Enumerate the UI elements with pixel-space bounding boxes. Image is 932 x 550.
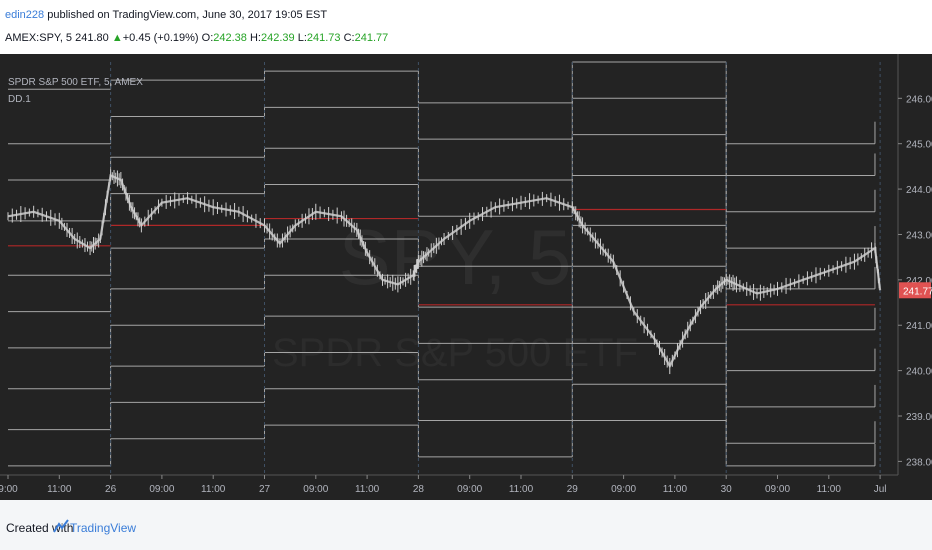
last-price-tag [899, 282, 931, 299]
watermark-name: SPDR S&P 500 ETF [272, 331, 638, 375]
x-tick-label: 11:00 [47, 484, 72, 495]
x-tick-label: 09:00 [611, 484, 636, 495]
published-info: published on TradingView.com, June 30, 2… [47, 9, 328, 21]
chart-header: edin228 published on TradingView.com, Ju… [0, 0, 932, 54]
y-tick-label: 244.00 [906, 185, 932, 196]
chart-background [0, 54, 932, 500]
tradingview-logo-icon[interactable] [53, 518, 69, 534]
x-tick-label: 27 [259, 484, 271, 495]
high-value: 242.39 [260, 32, 295, 44]
created-with-text: Created with [6, 521, 74, 535]
y-tick-label: 246.00 [906, 94, 932, 105]
x-tick-label: 09:00 [765, 484, 790, 495]
x-tick-label: 11:00 [201, 484, 226, 495]
y-tick-label: 238.00 [906, 457, 932, 468]
y-tick-label: 245.00 [906, 140, 932, 151]
x-tick-label: 26 [105, 484, 117, 495]
low-value: 241.73 [306, 32, 341, 44]
y-tick-label: 241.00 [906, 321, 932, 332]
chart-area[interactable]: SPY, 5 SPDR S&P 500 ETF 246.00 245.00 244.00… [0, 54, 932, 500]
x-tick-label: 11:00 [663, 484, 688, 495]
x-tick-label: 09:00 [303, 484, 328, 495]
x-tick-label: Jul [874, 484, 887, 495]
y-tick-label: 243.00 [906, 230, 932, 241]
open-label: O: [201, 32, 214, 44]
x-tick-label: 28 [413, 484, 425, 495]
author-link[interactable]: edin228 [5, 9, 45, 21]
x-tick-label: 09:00 [149, 484, 174, 495]
price-chart[interactable]: SPY, 5 SPDR S&P 500 ETF 246.00 245.00 244.00… [0, 54, 932, 500]
x-tick-label: 29 [567, 484, 579, 495]
publish-line: edin228 published on TradingView.com, Ju… [5, 9, 327, 21]
close-value: 241.77 [354, 32, 389, 44]
chart-legend: SPDR S&P 500 ETF, 5, AMEX DD.1 [8, 74, 143, 108]
footer: Created with TradingView [0, 500, 932, 550]
ohlc-line: AMEX:SPY, 5 241.80 ▲+0.45 (+0.19%) O:242… [5, 32, 388, 44]
last-value: 241.80 [75, 32, 109, 44]
high-label: H: [249, 32, 261, 44]
close-label: C: [343, 32, 355, 44]
open-value: 242.38 [213, 32, 247, 44]
x-tick-label: 11:00 [817, 484, 842, 495]
x-tick-label: 11:00 [509, 484, 534, 495]
x-tick-label: 30 [721, 484, 733, 495]
symbol-label: AMEX:SPY, 5 [5, 32, 73, 44]
y-tick-label: 240.00 [906, 367, 932, 378]
x-tick-label: 11:00 [355, 484, 380, 495]
series-title[interactable]: SPDR S&P 500 ETF, 5, AMEX [8, 77, 143, 88]
tradingview-link[interactable]: TradingView [70, 521, 137, 535]
watermark-symbol: SPY, 5 [339, 213, 572, 301]
up-arrow-icon: ▲ [111, 32, 123, 44]
y-tick-label: 242.00 [906, 276, 932, 287]
y-tick-label: 239.00 [906, 412, 932, 423]
x-tick-label: 09:00 [457, 484, 482, 495]
x-tick-label: 9:00 [0, 484, 18, 495]
low-label: L: [297, 32, 307, 44]
change-value: +0.45 (+0.19%) [122, 32, 199, 44]
indicator-label[interactable]: DD.1 [8, 94, 31, 105]
last-price-label: 241.77 [903, 286, 932, 297]
